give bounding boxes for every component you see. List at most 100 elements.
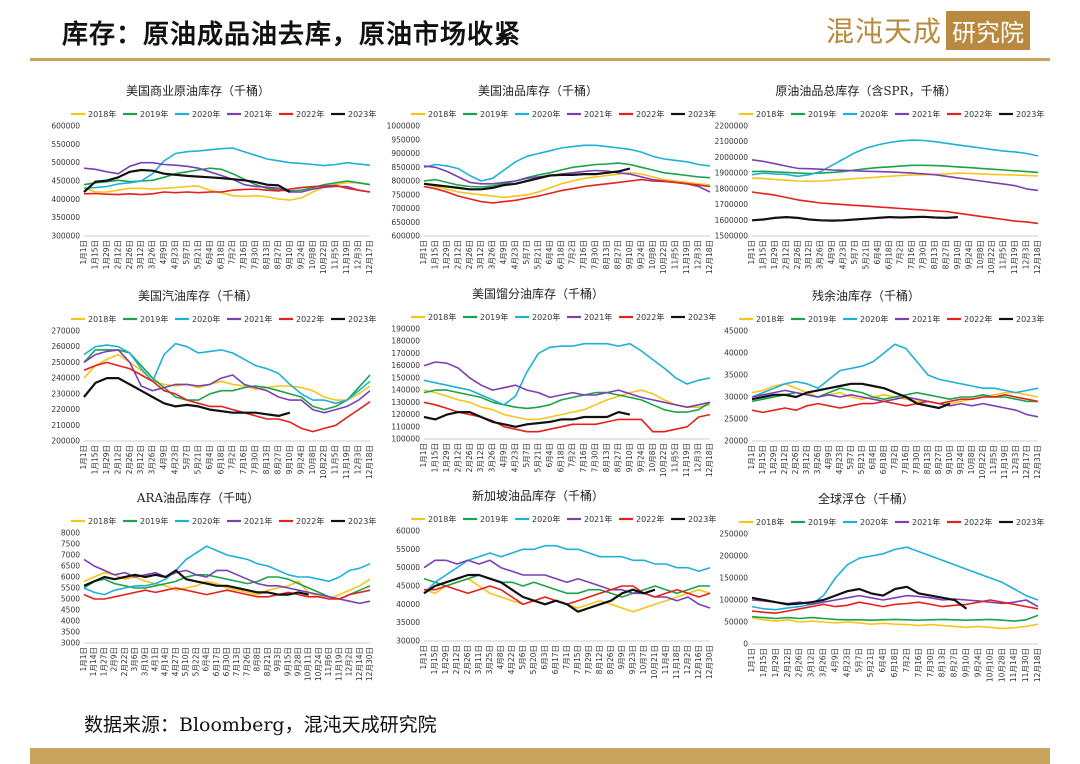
legend-item-2023: 2023年 bbox=[331, 314, 376, 324]
y-tick-label: 45000 bbox=[396, 582, 420, 591]
x-tick-label: 9月10日 bbox=[953, 240, 962, 269]
legend-item-2023: 2023年 bbox=[999, 517, 1044, 527]
legend-label: 2018年 bbox=[756, 517, 784, 527]
legend-label: 2020年 bbox=[532, 109, 560, 119]
x-tick-label: 12月3日 bbox=[694, 443, 703, 472]
x-tick-label: 6月17日 bbox=[551, 645, 560, 674]
x-tick-label: 9月24日 bbox=[964, 240, 973, 269]
x-tick-label: 2月12日 bbox=[783, 648, 792, 677]
x-tick-label: 9月3日 bbox=[273, 647, 282, 672]
x-tick-label: 2月12日 bbox=[113, 240, 122, 269]
legend-label: 2020年 bbox=[860, 314, 888, 324]
y-tick-label: 250000 bbox=[719, 530, 748, 539]
x-tick-label: 9月10日 bbox=[625, 443, 634, 472]
legend-label: 2020年 bbox=[192, 109, 220, 119]
x-tick-label: 1月1日 bbox=[747, 445, 756, 470]
legend-item-2021: 2021年 bbox=[567, 514, 612, 524]
x-tick-label: 8月13日 bbox=[602, 240, 611, 269]
x-tick-label: 7月29日 bbox=[584, 645, 593, 674]
legend-item-2019: 2019年 bbox=[123, 516, 168, 526]
x-tick-label: 6月17日 bbox=[212, 647, 221, 676]
x-tick-label: 10月22日 bbox=[978, 445, 987, 479]
legend-item-2020: 2020年 bbox=[175, 516, 220, 526]
x-tick-label: 7月2日 bbox=[568, 443, 577, 468]
legend-label: 2023年 bbox=[1016, 314, 1044, 324]
series-line-2022 bbox=[83, 587, 371, 600]
legend-item-2020: 2020年 bbox=[515, 109, 560, 119]
x-tick-label: 11月18日 bbox=[672, 645, 681, 679]
x-tick-label: 6月4日 bbox=[202, 647, 211, 672]
x-tick-label: 2月26日 bbox=[463, 645, 472, 674]
y-tick-label: 180000 bbox=[391, 337, 420, 346]
x-tick-label: 7月16日 bbox=[579, 240, 588, 269]
legend-item-2019: 2019年 bbox=[463, 312, 508, 322]
chart-title: 美国汽油库存（千桶） bbox=[138, 288, 258, 303]
legend-item-2018: 2018年 bbox=[71, 109, 116, 119]
y-tick-label: 3500 bbox=[61, 628, 80, 637]
x-tick-label: 6月18日 bbox=[216, 445, 225, 474]
legend-item-2023: 2023年 bbox=[671, 109, 716, 119]
x-tick-label: 10月22日 bbox=[319, 240, 328, 274]
y-tick-label: 110000 bbox=[391, 422, 420, 431]
x-tick-label: 4月9日 bbox=[830, 648, 839, 673]
x-tick-label: 7月1日 bbox=[562, 645, 571, 670]
x-tick-label: 2月26日 bbox=[791, 445, 800, 474]
x-tick-label: 12月30日 bbox=[705, 645, 714, 679]
chart-title: ARA油品库存（千吨） bbox=[136, 490, 259, 505]
series-line-2018 bbox=[423, 172, 711, 199]
x-tick-label: 5月6日 bbox=[518, 645, 527, 670]
x-tick-label: 7月13日 bbox=[232, 647, 241, 676]
y-tick-label: 600000 bbox=[51, 122, 80, 131]
legend-item-2018: 2018年 bbox=[739, 517, 784, 527]
x-tick-label: 10月21日 bbox=[650, 645, 659, 679]
x-tick-label: 12月3日 bbox=[694, 240, 703, 269]
y-tick-label: 1500000 bbox=[715, 232, 749, 241]
x-tick-label: 6月4日 bbox=[868, 445, 877, 470]
x-tick-label: 8月27日 bbox=[941, 240, 950, 269]
y-tick-label: 45000 bbox=[724, 327, 748, 336]
x-tick-label: 7月16日 bbox=[901, 445, 910, 474]
chart-residual-fuel-inventory: 残余油库存（千桶） 2018年 2019年 2020年 2021年 2022年 2023年 2… bbox=[724, 288, 1044, 479]
x-tick-label: 6月4日 bbox=[205, 240, 214, 265]
legend-item-2021: 2021年 bbox=[227, 314, 272, 324]
legend-label: 2022年 bbox=[964, 109, 992, 119]
x-tick-label: 12月16日 bbox=[694, 645, 703, 679]
x-tick-label: 12月3日 bbox=[1011, 445, 1020, 474]
legend-label: 2018年 bbox=[88, 109, 116, 119]
chart-ara-inventory: ARA油品库存（千吨） 2018年 2019年 2020年 2021年 2022年 2023… bbox=[61, 490, 376, 681]
x-tick-label: 2月22日 bbox=[120, 647, 129, 676]
chart-title: 全球浮仓（千桶） bbox=[818, 491, 914, 506]
legend-item-2020: 2020年 bbox=[843, 517, 888, 527]
series-line-2021 bbox=[751, 594, 1039, 608]
x-tick-label: 12月17日 bbox=[365, 240, 374, 274]
x-tick-label: 2月12日 bbox=[453, 443, 462, 472]
chart-us-distillate-inventory: 美国馏分油库存（千桶） 2018年 2019年 2020年 2021年 2022年 2023… bbox=[391, 286, 716, 477]
series-line-2022 bbox=[751, 191, 1039, 225]
y-tick-label: 200000 bbox=[51, 437, 80, 446]
legend-label: 2019年 bbox=[480, 514, 508, 524]
legend-label: 2023年 bbox=[348, 314, 376, 324]
x-tick-label: 3月12日 bbox=[476, 443, 485, 472]
legend-label: 2021年 bbox=[912, 314, 940, 324]
y-tick-label: 220000 bbox=[51, 405, 80, 414]
legend-label: 2023年 bbox=[688, 312, 716, 322]
series-line-2020 bbox=[423, 144, 711, 182]
x-tick-label: 3月12日 bbox=[804, 240, 813, 269]
legend-label: 2020年 bbox=[192, 314, 220, 324]
legend-item-2019: 2019年 bbox=[791, 517, 836, 527]
x-tick-label: 4月14日 bbox=[161, 647, 170, 676]
x-tick-label: 9月10日 bbox=[285, 240, 294, 269]
x-tick-label: 12月2日 bbox=[345, 647, 354, 676]
x-tick-label: 11月19日 bbox=[1010, 240, 1019, 274]
x-tick-label: 4月9日 bbox=[159, 445, 168, 470]
x-tick-label: 3月12日 bbox=[807, 648, 816, 677]
x-tick-label: 8月12日 bbox=[595, 645, 604, 674]
x-tick-label: 5月20日 bbox=[529, 645, 538, 674]
y-tick-label: 650000 bbox=[391, 218, 420, 227]
x-tick-label: 7月30日 bbox=[912, 445, 921, 474]
y-tick-label: 6500 bbox=[61, 562, 80, 571]
y-tick-label: 5000 bbox=[61, 595, 80, 604]
x-tick-label: 9月24日 bbox=[636, 443, 645, 472]
header-divider bbox=[30, 58, 1050, 61]
series-line-2020 bbox=[423, 544, 711, 594]
